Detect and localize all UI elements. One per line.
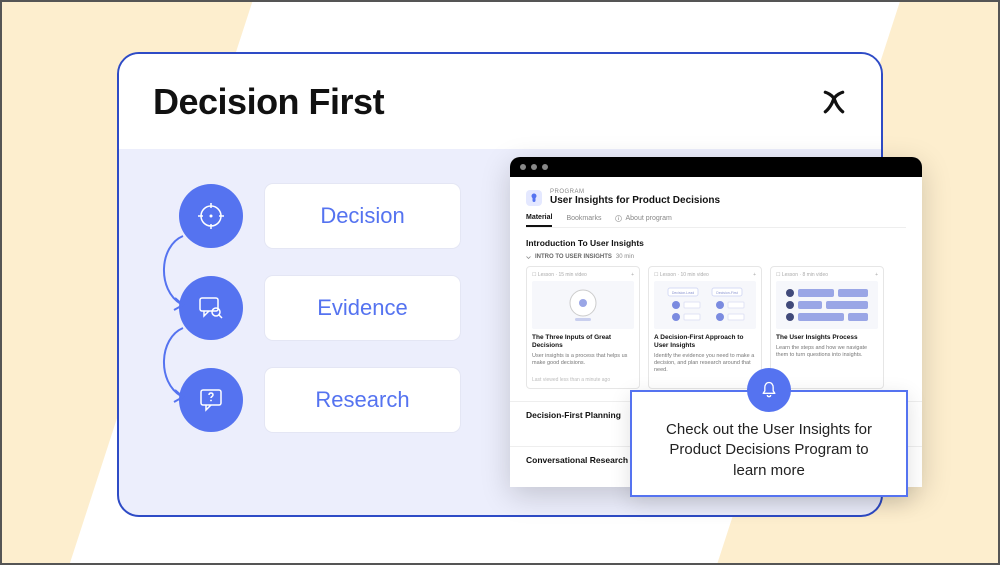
tab-material-label: Material — [526, 214, 552, 221]
lesson-1-thumb — [532, 281, 634, 329]
plus-icon[interactable]: + — [631, 272, 634, 278]
traffic-light-close[interactable] — [520, 164, 526, 170]
lesson-card-2[interactable]: ☐ Lesson · 10 min video+ Decision-Lead D… — [648, 266, 762, 389]
lesson-card-3[interactable]: ☐ Lesson · 8 min video+ The User Insight… — [770, 266, 884, 389]
decision-flow: Decision Evidence — [179, 184, 519, 432]
app-header: PROGRAM User Insights for Product Decisi… — [526, 189, 906, 206]
app-titlebar — [510, 157, 922, 177]
lesson-2-title: A Decision-First Approach to User Insigh… — [654, 334, 756, 350]
tab-about[interactable]: About program — [615, 214, 671, 227]
lesson-meta: ☐ Lesson · 10 min video+ — [654, 272, 756, 278]
section-intro-sub-name: INTRO TO USER INSIGHTS — [535, 254, 612, 260]
lesson-meta: ☐ Lesson · 8 min video+ — [776, 272, 878, 278]
lesson-1-desc: User insights is a process that helps us… — [532, 353, 634, 373]
svg-text:Decision-Lead: Decision-Lead — [672, 291, 694, 295]
flow-step-research: Research — [179, 368, 519, 432]
flow-label-research: Research — [265, 368, 460, 432]
plus-icon[interactable]: + — [875, 272, 878, 278]
info-icon — [615, 215, 622, 222]
flow-step-decision: Decision — [179, 184, 519, 248]
stage: Decision First — [2, 2, 998, 563]
lesson-1-foot: Last viewed less than a minute ago — [532, 377, 634, 383]
lesson-card-1[interactable]: ☐ Lesson · 15 min video+ The Three Input… — [526, 266, 640, 389]
traffic-light-min[interactable] — [531, 164, 537, 170]
program-title: User Insights for Product Decisions — [550, 195, 720, 206]
lessons-row: ☐ Lesson · 15 min video+ The Three Input… — [526, 266, 906, 389]
flow-arrow-2 — [151, 324, 207, 404]
bell-icon — [747, 368, 791, 412]
flow-label-decision: Decision — [265, 184, 460, 248]
lesson-3-thumb — [776, 281, 878, 329]
tab-material[interactable]: Material — [526, 214, 552, 227]
lesson-3-meta: Lesson · 8 min video — [782, 272, 828, 278]
program-icon — [526, 190, 542, 206]
lesson-3-title: The User Insights Process — [776, 334, 878, 342]
flow-arrow-1 — [151, 232, 207, 312]
flow-step-evidence: Evidence — [179, 276, 519, 340]
lesson-meta: ☐ Lesson · 15 min video+ — [532, 272, 634, 278]
tab-bookmarks[interactable]: Bookmarks — [566, 214, 601, 227]
lesson-2-desc: Identify the evidence you need to make a… — [654, 353, 756, 373]
lesson-1-title: The Three Inputs of Great Decisions — [532, 334, 634, 350]
svg-text:Decision-First: Decision-First — [716, 291, 737, 295]
cta-toast[interactable]: Check out the User Insights for Product … — [630, 390, 908, 497]
section-intro-sub-meta: 30 min — [616, 254, 634, 260]
app-tabs: Material Bookmarks About program — [526, 214, 906, 228]
caret-down-icon[interactable] — [526, 255, 531, 260]
lesson-2-meta: Lesson · 10 min video — [660, 272, 709, 278]
section-intro-sub: INTRO TO USER INSIGHTS 30 min — [526, 254, 906, 260]
cta-toast-text: Check out the User Insights for Product … — [654, 420, 884, 481]
page-title: Decision First — [153, 81, 384, 123]
lesson-2-thumb: Decision-Lead Decision-First — [654, 281, 756, 329]
tab-bookmarks-label: Bookmarks — [566, 215, 601, 222]
lesson-1-meta: Lesson · 15 min video — [538, 272, 587, 278]
plus-icon[interactable]: + — [753, 272, 756, 278]
tab-about-label: About program — [625, 215, 671, 222]
flow-label-evidence: Evidence — [265, 276, 460, 340]
traffic-light-max[interactable] — [542, 164, 548, 170]
ribbon-logo — [821, 89, 847, 115]
lesson-3-desc: Learn the steps and how we navigate them… — [776, 345, 878, 365]
card-header: Decision First — [119, 54, 881, 149]
section-intro-title: Introduction To User Insights — [526, 238, 906, 248]
